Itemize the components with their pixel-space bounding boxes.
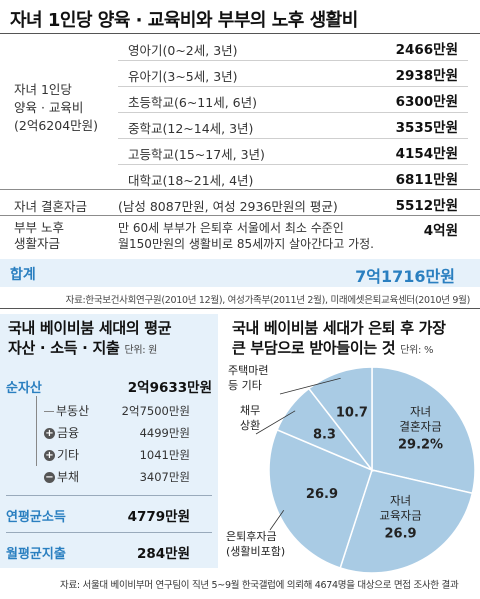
left-panel-title-text: 자산 · 소득 · 지출 — [8, 339, 120, 357]
leader-line-retire — [269, 510, 285, 531]
leader-line-debt — [255, 410, 296, 435]
source-top: 자료:한국보건사회연구원(2010년 12월), 여성가족부(2011년 2월)… — [65, 295, 471, 306]
tree-branch — [44, 411, 54, 412]
pie-label-education: 자녀 — [390, 493, 411, 507]
row-label-high: 고등학교(15~17세, 3년) — [128, 147, 265, 162]
item-label: 부채 — [57, 470, 80, 484]
row-divider — [118, 138, 468, 139]
row-label-university: 대학교(18~21세, 4년) — [128, 173, 254, 188]
left-panel-title-line2: 자산 · 소득 · 지출 단위: 원 — [8, 338, 157, 361]
total-bar — [0, 259, 480, 287]
retirement-label-line1: 부부 노후 — [14, 220, 64, 235]
pie-label-debt: 채무 — [240, 404, 260, 417]
row-value-toddler: 2938만원 — [395, 68, 458, 84]
income-value: 4779만원 — [127, 509, 190, 525]
group-label-line3: (2억6204만원) — [14, 118, 99, 133]
panel-divider — [6, 495, 212, 496]
pie-value-debt: 8.3 — [313, 427, 336, 442]
right-panel-title-line1: 국내 베이비붐 세대가 은퇴 후 가장 — [232, 319, 446, 337]
row-value-middle: 3535만원 — [395, 120, 458, 136]
row-divider — [118, 86, 468, 87]
item-label: 부동산 — [56, 404, 90, 418]
group-label-line1: 자녀 1인당 — [14, 82, 72, 97]
plus-icon: + — [44, 450, 55, 461]
tree-connector — [36, 396, 37, 466]
group-label-line2: 양육 · 교육비 — [14, 100, 84, 115]
item-debt-value: 3407만원 — [139, 470, 190, 484]
pie-label-education: 교육자금 — [379, 508, 421, 522]
item-other-value: 1041만원 — [139, 448, 190, 462]
pie-label-marriage: 자녀 — [410, 404, 431, 418]
row-label-middle: 중학교(12~14세, 3년) — [128, 121, 254, 136]
row-label-infant: 영아기(0~2세, 3년) — [128, 43, 238, 58]
leader-line-house — [279, 377, 341, 395]
row-divider — [118, 60, 468, 61]
item-realestate-label: 부동산 — [44, 402, 89, 419]
row-divider — [118, 112, 468, 113]
section-divider — [0, 308, 480, 309]
pie-slice-marriage — [371, 366, 476, 495]
net-assets-value: 2억9633만원 — [127, 380, 212, 396]
spending-label: 월평균지출 — [6, 547, 66, 562]
pie-label-house: 등 기타 — [228, 379, 262, 392]
pie-value-education: 26.9 — [384, 526, 416, 541]
pie-chart: 자녀결혼자금29.2%자녀교육자금26.926.98.310.7은퇴후자금(생활… — [226, 364, 476, 574]
page-title: 자녀 1인당 양육 · 교육비와 부부의 노후 생활비 — [10, 10, 358, 31]
pie-slice-house — [307, 366, 373, 473]
net-assets-label: 순자산 — [6, 381, 42, 396]
row-label-toddler: 유아기(3~5세, 3년) — [128, 69, 238, 84]
row-value-infant: 2466만원 — [395, 42, 458, 58]
row-value-university: 6811만원 — [395, 172, 458, 188]
pie-slice-education — [339, 469, 474, 574]
retirement-label-line2: 생활자금 — [14, 236, 61, 251]
right-panel-title-line2: 큰 부담으로 받아들이는 것 단위: % — [232, 338, 433, 361]
row-label-elementary: 초등학교(6~11세, 6년) — [128, 95, 257, 110]
retirement-desc-line2: 월150만원의 생활비로 85세까지 살아간다고 가정. — [118, 237, 374, 251]
total-label: 합계 — [10, 267, 36, 283]
item-finance-value: 4499만원 — [139, 426, 190, 440]
title-divider — [0, 33, 480, 34]
left-panel-unit: 단위: 원 — [124, 345, 158, 356]
pie-value-marriage: 29.2% — [398, 437, 443, 452]
child-cost-group-label: 자녀 1인당 양육 · 교육비 (2억6204만원) — [14, 81, 98, 135]
retirement-value: 4억원 — [423, 223, 458, 239]
item-finance-label: + 금융 — [44, 424, 79, 441]
marriage-value: 5512만원 — [395, 198, 458, 214]
item-realestate-value: 2억7500만원 — [121, 404, 190, 418]
row-value-elementary: 6300만원 — [395, 94, 458, 110]
item-debt-label: − 부채 — [44, 468, 79, 485]
left-panel-title-line1: 국내 베이비붐 세대의 평균 — [8, 319, 172, 337]
right-panel-unit: 단위: % — [400, 345, 434, 356]
pie-slice-retire — [268, 428, 373, 569]
pie-label-marriage: 결혼자금 — [399, 419, 441, 433]
source-bottom: 자료: 서울대 베이비부머 연구팀이 직년 5~9월 한국갤럽에 의뢰해 467… — [60, 580, 459, 591]
plus-icon: + — [44, 428, 55, 439]
right-panel-title-text: 큰 부담으로 받아들이는 것 — [232, 339, 396, 357]
row-divider — [118, 164, 468, 165]
pie-labels: 자녀결혼자금29.2%자녀교육자금26.926.98.310.7은퇴후자금(생활… — [226, 364, 443, 558]
retirement-label: 부부 노후 생활자금 — [14, 220, 64, 252]
minus-icon: − — [44, 472, 55, 483]
pie-label-debt: 상환 — [240, 419, 260, 432]
item-label: 금융 — [57, 426, 80, 440]
pie-label-retire: 은퇴후자금 — [226, 530, 277, 543]
marriage-label: 자녀 결혼자금 — [14, 199, 87, 214]
retirement-desc: 만 60세 부부가 은퇴후 서울에서 최소 수준인 월150만원의 생활비로 8… — [118, 220, 374, 252]
spending-value: 284만원 — [136, 546, 190, 562]
marriage-desc: (남성 8087만원, 여성 2936만원의 평균) — [118, 199, 338, 214]
pie-label-retire: (생활비포함) — [226, 544, 285, 558]
income-label: 연평균소득 — [6, 510, 66, 525]
row-value-high: 4154만원 — [395, 146, 458, 162]
section-divider — [0, 215, 480, 216]
pie-slices — [268, 366, 476, 574]
pie-label-house: 주택마련 — [228, 364, 268, 377]
item-label: 기타 — [57, 448, 80, 462]
item-other-label: + 기타 — [44, 446, 79, 463]
total-value: 7억1716만원 — [355, 267, 455, 286]
section-divider — [0, 189, 480, 190]
pie-value-retire: 26.9 — [306, 487, 338, 502]
panel-divider — [6, 532, 212, 533]
retirement-desc-line1: 만 60세 부부가 은퇴후 서울에서 최소 수준인 — [118, 221, 344, 235]
pie-value-house: 10.7 — [336, 405, 368, 420]
